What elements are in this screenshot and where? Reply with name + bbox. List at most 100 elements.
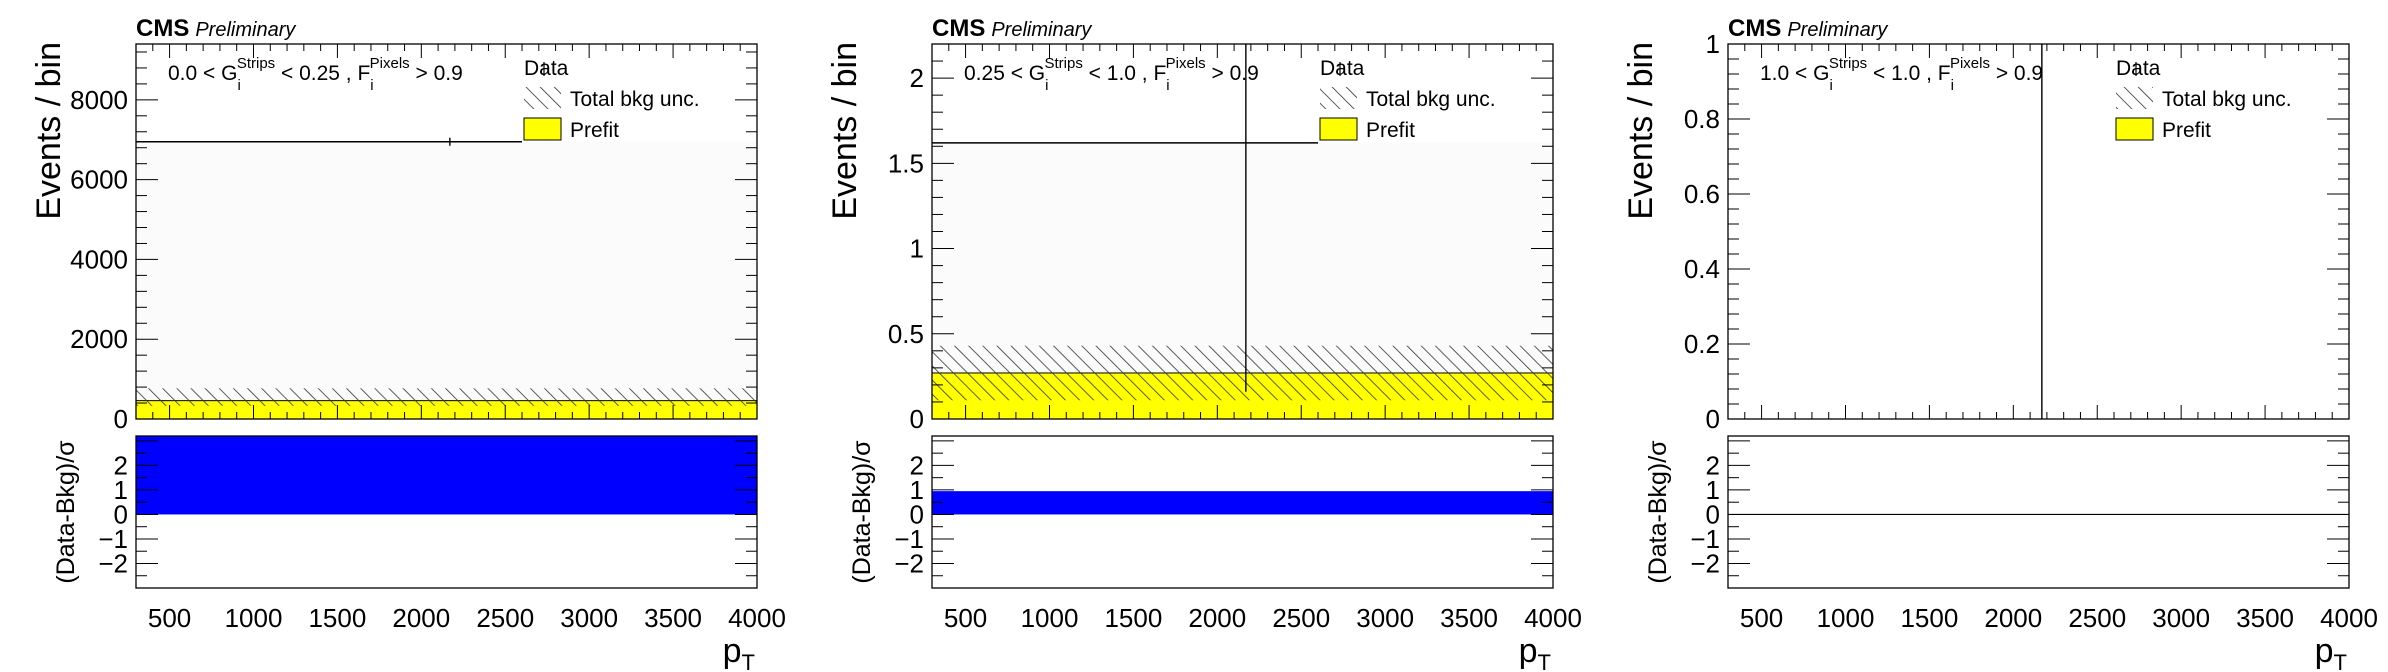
- x-tick-label: 1500: [1104, 603, 1162, 633]
- x-tick-label: 3000: [1356, 603, 1414, 633]
- pull-y-tick-label: 2: [1706, 450, 1720, 480]
- legend-unc-swatch: [2116, 87, 2153, 109]
- y-tick-label: 1: [1706, 29, 1720, 59]
- y-tick-label: 4000: [70, 244, 128, 274]
- legend-prefit-label: Prefit: [1366, 119, 1415, 142]
- x-tick-label: 2000: [1188, 603, 1246, 633]
- x-tick-label: 4000: [1524, 603, 1582, 633]
- pull-y-axis-title: (Data-Bkg)/σ: [848, 440, 876, 584]
- x-tick-label: 500: [944, 603, 987, 633]
- y-tick-label: 0.8: [1684, 104, 1720, 134]
- pull-y-tick-label: −2: [1690, 548, 1720, 578]
- y-tick-label: 0: [1706, 404, 1720, 434]
- x-tick-label: 1000: [225, 603, 283, 633]
- region-label: 1.0 < GiStrips < 1.0 , FiPixels > 0.9: [1760, 55, 2043, 94]
- x-tick-label: 3000: [2152, 603, 2210, 633]
- panel-3: 0 0.2 0.4 0.6 0.8 1 CMS Preliminary 1.0 < GiStri…: [1622, 15, 2378, 672]
- pull-y-tick-label: 0: [910, 499, 924, 529]
- y-tick-label: 2: [910, 63, 924, 93]
- x-axis-title: pT: [723, 632, 755, 672]
- legend-unc-swatch: [524, 87, 561, 109]
- y-axis-title: Events / bin: [1622, 42, 1660, 220]
- cms-label: CMS Preliminary: [932, 15, 1092, 42]
- legend-prefit-swatch: [1319, 117, 1358, 141]
- legend-unc-label: Total bkg unc.: [570, 88, 700, 111]
- pull-y-tick-label: 1: [1706, 475, 1720, 505]
- x-tick-label: 2500: [2068, 603, 2126, 633]
- legend-unc-swatch: [1320, 87, 1357, 109]
- data-region-shade: [136, 141, 757, 419]
- y-axis-title: Events / bin: [826, 42, 864, 220]
- pull-bar: [932, 491, 1553, 515]
- bottom-pad-frame: [135, 435, 758, 589]
- y-tick-label: 0.6: [1684, 179, 1720, 209]
- pull-y-tick-label: 2: [114, 450, 128, 480]
- x-tick-label: 3500: [1440, 603, 1498, 633]
- x-tick-label: 1500: [308, 603, 366, 633]
- bkg-unc-band: [136, 388, 757, 406]
- legend-prefit-swatch: [2115, 117, 2154, 141]
- top-pad-frame: [135, 43, 758, 420]
- x-tick-label: 1500: [1900, 603, 1958, 633]
- pull-y-tick-label: 2: [910, 450, 924, 480]
- y-tick-label: 2000: [70, 324, 128, 354]
- x-tick-label: 500: [1740, 603, 1783, 633]
- pull-y-tick-label: 0: [1706, 499, 1720, 529]
- y-tick-label: 1: [910, 234, 924, 264]
- cms-label: CMS Preliminary: [1728, 15, 1888, 42]
- region-label: 0.0 < GiStrips < 0.25 , FiPixels > 0.9: [168, 55, 463, 94]
- pull-y-tick-label: 1: [114, 475, 128, 505]
- y-tick-label: 0.4: [1684, 254, 1720, 284]
- x-axis-title: pT: [2315, 632, 2347, 672]
- y-axis-title: Events / bin: [30, 42, 68, 220]
- pull-bar: [136, 436, 757, 515]
- x-tick-label: 1000: [1817, 603, 1875, 633]
- x-axis-title: pT: [1519, 632, 1551, 672]
- y-tick-label: 6000: [70, 165, 128, 195]
- y-tick-label: 0: [114, 404, 128, 434]
- pull-y-tick-label: −2: [98, 548, 128, 578]
- x-tick-label: 2000: [1984, 603, 2042, 633]
- x-tick-label: 2500: [476, 603, 534, 633]
- x-tick-label: 2000: [392, 603, 450, 633]
- bottom-pad-frame: [1727, 435, 2350, 589]
- x-tick-label: 3000: [560, 603, 618, 633]
- x-tick-label: 3500: [2236, 603, 2294, 633]
- pull-y-tick-label: 0: [114, 499, 128, 529]
- y-tick-label: 0.2: [1684, 329, 1720, 359]
- legend-data-label: Data: [524, 57, 569, 80]
- top-pad: [1728, 44, 2349, 419]
- bkg-unc-band: [932, 345, 1553, 401]
- y-tick-label: 1.5: [888, 148, 924, 178]
- x-tick-label: 1000: [1021, 603, 1079, 633]
- pull-y-tick-label: −1: [98, 524, 128, 554]
- legend-unc-label: Total bkg unc.: [2162, 88, 2292, 111]
- y-tick-label: 0.5: [888, 319, 924, 349]
- legend-data-label: Data: [2116, 57, 2161, 80]
- legend-prefit-swatch: [523, 117, 562, 141]
- x-tick-label: 3500: [644, 603, 702, 633]
- bottom-pad: [1728, 436, 2349, 588]
- pull-y-tick-label: −1: [1690, 524, 1720, 554]
- x-tick-label: 2500: [1272, 603, 1330, 633]
- panel-2: 0 0.5 1 1.5 2 CMS Preliminary 0.25 < GiStrips <…: [826, 15, 1582, 672]
- x-tick-label: 500: [148, 603, 191, 633]
- x-tick-label: 4000: [728, 603, 786, 633]
- x-tick-label: 4000: [2320, 603, 2378, 633]
- pull-y-tick-label: −2: [894, 548, 924, 578]
- pull-y-tick-label: −1: [894, 524, 924, 554]
- legend-prefit-label: Prefit: [2162, 119, 2211, 142]
- y-tick-label: 8000: [70, 85, 128, 115]
- legend-unc-label: Total bkg unc.: [1366, 88, 1496, 111]
- bottom-pad-frame: [931, 435, 1554, 589]
- cms-label: CMS Preliminary: [136, 15, 296, 42]
- pull-y-tick-label: 1: [910, 475, 924, 505]
- legend-prefit-label: Prefit: [570, 119, 619, 142]
- y-tick-label: 0: [910, 404, 924, 434]
- top-pad-frame: [1727, 43, 2350, 420]
- panel-1: 0 2000 4000 6000 8000 CMS Preliminary 0.0 < GiS…: [30, 15, 786, 672]
- region-label: 0.25 < GiStrips < 1.0 , FiPixels > 0.9: [964, 55, 1259, 94]
- pull-y-axis-title: (Data-Bkg)/σ: [52, 440, 80, 584]
- legend-data-label: Data: [1320, 57, 1365, 80]
